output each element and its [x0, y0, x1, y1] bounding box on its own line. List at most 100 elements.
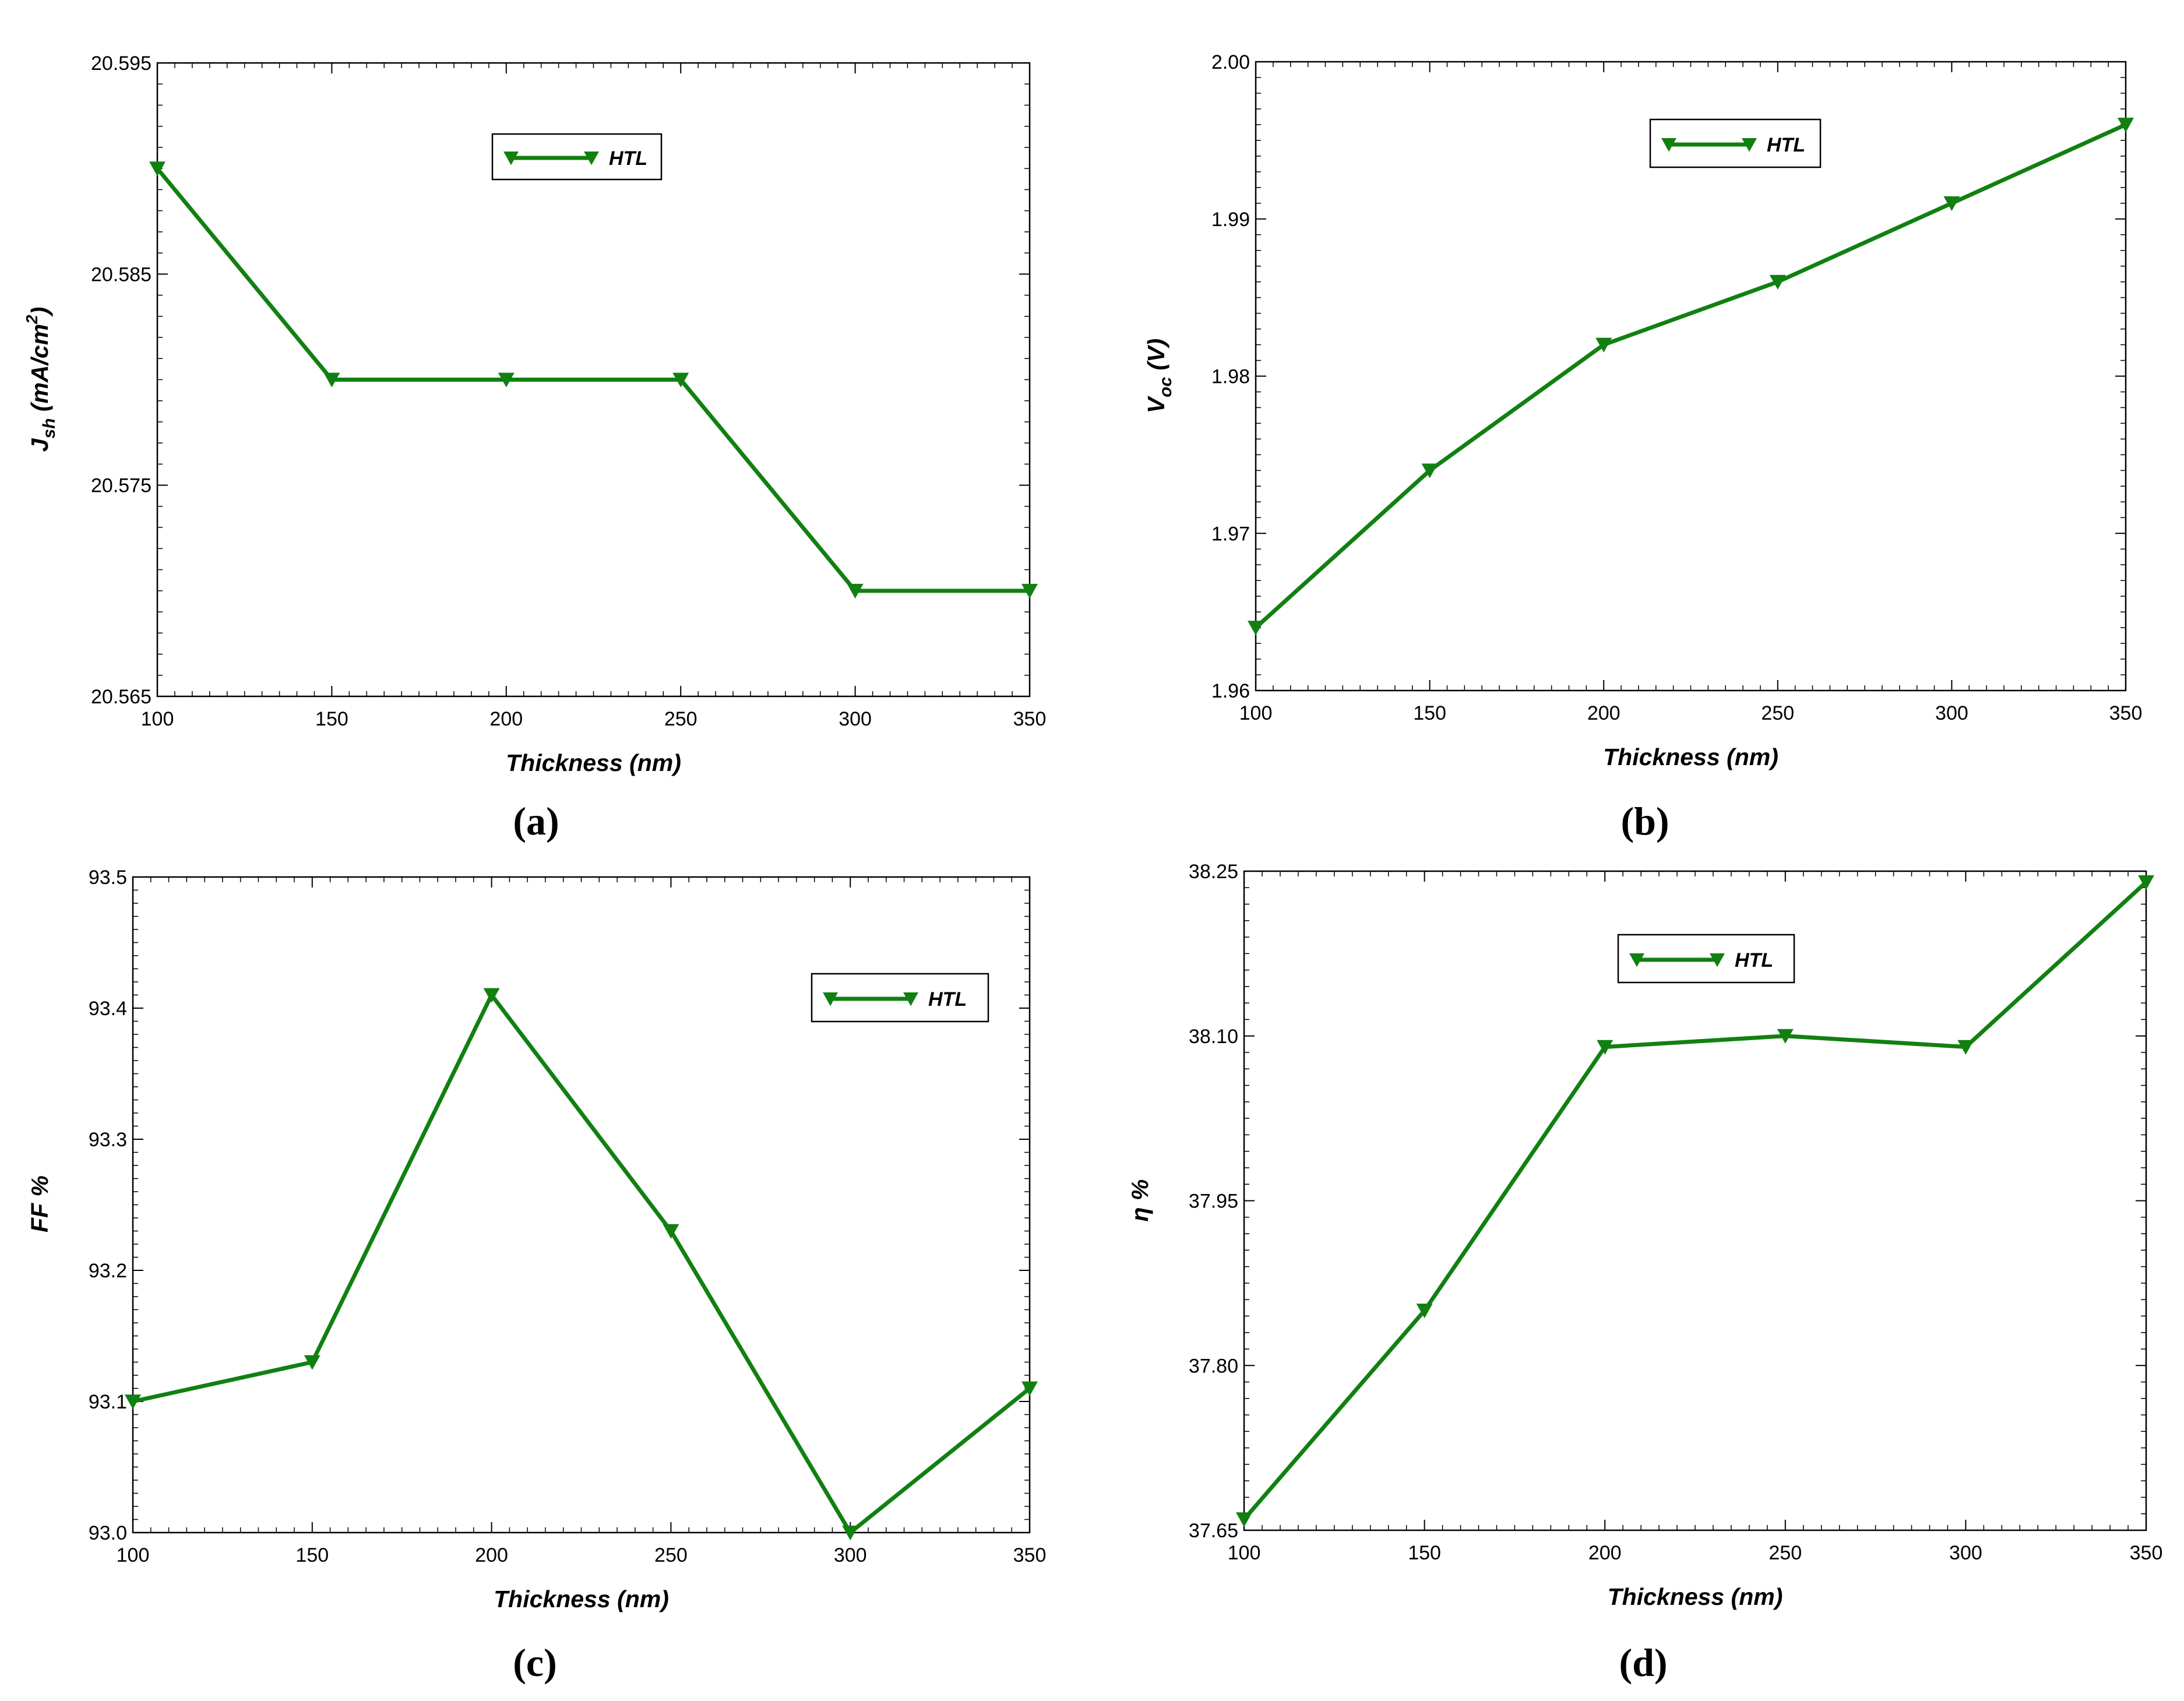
y-tick-label: 93.1	[89, 1391, 127, 1413]
x-tick-label: 350	[1013, 708, 1047, 730]
legend-marker	[1710, 953, 1725, 967]
panel-label: (d)	[1619, 1640, 1667, 1685]
y-tick-label: 20.585	[91, 263, 152, 286]
data-point	[149, 161, 165, 177]
data-point	[1021, 583, 1038, 599]
y-title-superscript: 2	[23, 315, 41, 325]
legend: HTL	[1649, 118, 1822, 168]
x-tick-label: 350	[1013, 1544, 1047, 1566]
legend-marker	[903, 992, 918, 1006]
y-title-base: FF %	[26, 1175, 53, 1232]
y-tick-label: 20.565	[91, 686, 152, 708]
y-tick-label: 20.595	[91, 52, 152, 75]
y-tick-label: 20.575	[91, 475, 152, 497]
chart-panel-1: 100 150 200 250 300 350 20.565 20.575 20.585 20.5…	[23, 52, 1046, 843]
x-tick-label: 150	[1408, 1542, 1441, 1564]
data-point	[1595, 337, 1612, 353]
legend-label: HTL	[609, 147, 647, 170]
data-point	[1236, 1512, 1252, 1527]
x-tick-label: 250	[1769, 1542, 1802, 1564]
data-point	[498, 372, 515, 388]
y-tick-label: 93.5	[89, 867, 127, 889]
x-tick-label: 300	[839, 708, 872, 730]
x-tick-label: 200	[1588, 1542, 1622, 1564]
y-tick-label: 93.0	[89, 1522, 127, 1544]
panel-label: (c)	[513, 1640, 556, 1685]
data-point	[1769, 274, 1786, 290]
x-tick-label: 150	[1413, 702, 1446, 724]
x-tick-label: 250	[664, 708, 698, 730]
series-line	[1242, 881, 2148, 1521]
y-title-base: J	[26, 438, 53, 452]
y-axis-title: η %	[1126, 1179, 1153, 1222]
y-tick-label: 37.65	[1189, 1520, 1238, 1542]
y-tick-label: 1.97	[1211, 523, 1250, 545]
chart-panel-2: 100 150 200 250 300 350 1.96 1.97 1.98 1.99 2.00 HT…	[1143, 51, 2142, 843]
legend-marker	[823, 992, 838, 1006]
x-tick-label: 100	[1239, 702, 1273, 724]
x-tick-label: 250	[1761, 702, 1794, 724]
x-axis-title: Thickness (nm)	[506, 749, 681, 776]
data-point	[672, 372, 689, 388]
legend-marker	[1629, 953, 1644, 967]
y-tick-label: 37.80	[1189, 1355, 1238, 1377]
data-point	[1943, 196, 1960, 212]
x-tick-label: 350	[2109, 702, 2143, 724]
panel-label: (a)	[513, 799, 559, 843]
y-title-base: V	[1143, 395, 1170, 413]
x-axis-title: Thickness (nm)	[494, 1586, 669, 1612]
data-point	[1777, 1029, 1794, 1044]
x-tick-label: 300	[1949, 1542, 1982, 1564]
y-axis-title: Jsh (mA/cm2)	[23, 307, 59, 452]
panel-label: (b)	[1621, 799, 1669, 843]
x-tick-label: 150	[315, 708, 348, 730]
y-title-mid: (V)	[1143, 339, 1170, 377]
data-point	[2118, 118, 2134, 133]
y-tick-label: 93.2	[89, 1260, 127, 1282]
y-tick-label: 37.95	[1189, 1191, 1238, 1213]
x-tick-label: 150	[295, 1544, 329, 1566]
series-line	[156, 167, 1030, 593]
y-axis-title: Voc (V)	[1143, 339, 1175, 413]
data-point	[2138, 875, 2154, 890]
legend: HTL	[811, 973, 989, 1023]
legend-marker	[1742, 138, 1757, 152]
chart-panel-3: 100 150 200 250 300 350 93.0 93.1 93.2 93.3 93.4 93…	[26, 867, 1046, 1685]
legend-marker	[1661, 138, 1676, 152]
x-tick-label: 200	[1587, 702, 1621, 724]
y-title-mid: (mA/cm	[26, 324, 53, 418]
data-point	[847, 583, 864, 599]
legend: HTL	[491, 133, 663, 181]
x-tick-label: 100	[117, 1544, 150, 1566]
y-axis-title: FF %	[26, 1175, 53, 1232]
data-point	[323, 372, 340, 388]
data-point	[483, 988, 500, 1003]
y-tick-label: 93.4	[89, 998, 127, 1020]
y-title-end: )	[26, 307, 53, 318]
legend-marker	[503, 151, 519, 165]
series-line	[132, 991, 1031, 1536]
legend-marker	[584, 151, 599, 165]
y-tick-label: 38.10	[1189, 1026, 1238, 1048]
data-point	[1421, 463, 1438, 478]
chart-panel-4: 100 150 200 250 300 350 37.65 37.80 37.95 38.10 38…	[1126, 861, 2162, 1685]
x-axis-title: Thickness (nm)	[1603, 744, 1778, 770]
x-tick-label: 300	[834, 1544, 867, 1566]
y-tick-label: 1.99	[1211, 209, 1250, 231]
y-title-base: η %	[1126, 1179, 1153, 1222]
legend-label: HTL	[1767, 134, 1805, 156]
x-tick-label: 250	[654, 1544, 688, 1566]
y-tick-label: 2.00	[1211, 51, 1250, 73]
series-line	[1254, 122, 2127, 629]
data-point	[1957, 1040, 1974, 1055]
x-tick-label: 300	[1935, 702, 1968, 724]
legend-label: HTL	[928, 988, 967, 1010]
data-point	[842, 1526, 859, 1541]
x-tick-label: 200	[489, 708, 523, 730]
data-point	[1248, 621, 1264, 636]
data-point	[304, 1355, 320, 1370]
data-point	[1597, 1040, 1614, 1055]
y-title-subscript: oc	[1156, 377, 1175, 397]
x-tick-label: 100	[141, 708, 174, 730]
